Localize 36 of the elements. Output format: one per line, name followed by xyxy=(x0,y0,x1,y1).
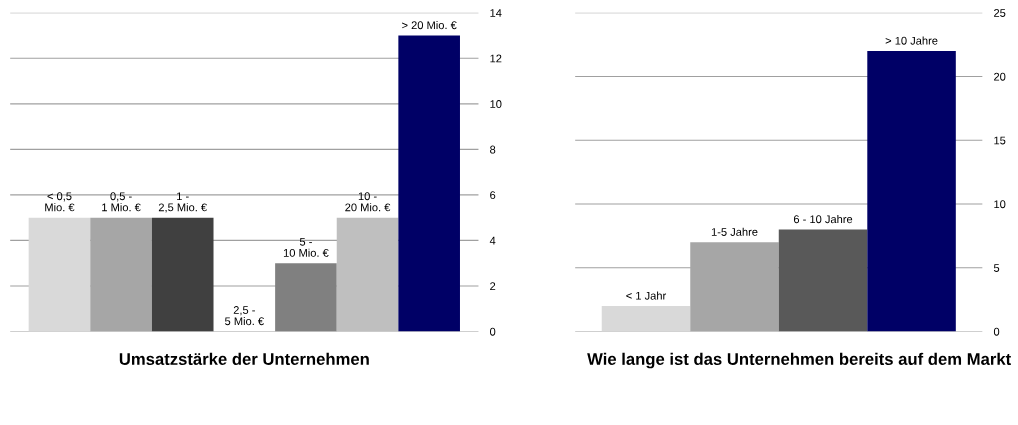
x-tick-label: 6 - 10 Jahre xyxy=(793,214,853,224)
x-tick-label: 5 - 10 Mio. € xyxy=(283,237,329,257)
y-tick-label: 8 xyxy=(490,145,496,154)
y-tick-label: 6 xyxy=(490,191,496,200)
x-tick-label: > 20 Mio. € xyxy=(402,20,457,30)
y-tick-label: 25 xyxy=(994,9,1006,17)
x-tick-label: > 10 Jahre xyxy=(885,36,938,45)
bar xyxy=(336,217,399,332)
bar xyxy=(275,263,337,332)
y-tick-label: 10 xyxy=(994,200,1006,209)
y-tick-label: 10 xyxy=(490,100,502,108)
bar xyxy=(398,35,460,332)
y-tick-label: 0 xyxy=(993,327,1000,336)
y-tick-label: 14 xyxy=(490,9,502,17)
text: Umsatzstärke der Unternehmen xyxy=(119,352,369,365)
text: Wie lange ist das Unternehmen bereits auf dem Markt xyxy=(587,352,1011,369)
y-tick-label: 20 xyxy=(994,72,1006,81)
bar xyxy=(867,51,956,332)
y-tick-label: 4 xyxy=(489,236,496,245)
bar xyxy=(778,229,868,332)
y-tick-label: 5 xyxy=(993,264,1000,272)
y-tick-label: 15 xyxy=(994,136,1006,145)
x-tick-label: < 0,5 Mio. € xyxy=(45,192,75,212)
bar xyxy=(90,217,152,332)
x-tick-label: < 1 Jahr xyxy=(626,291,667,300)
x-tick-label: 1-5 Jahre xyxy=(711,227,758,236)
y-tick-label: 2 xyxy=(490,282,496,290)
bar xyxy=(28,217,91,332)
bar xyxy=(151,217,214,332)
x-tick-label: 10 - 20 Mio. € xyxy=(345,192,391,212)
y-tick-label: 0 xyxy=(490,327,496,336)
x-tick-label: 1 - 2,5 Mio. € xyxy=(158,192,207,213)
x-tick-label: 2,5 - 5 Mio. € xyxy=(225,306,264,326)
x-tick-label: 0,5 - 1 Mio. € xyxy=(102,192,141,212)
y-tick-label: 12 xyxy=(490,54,502,63)
bar xyxy=(601,306,691,332)
